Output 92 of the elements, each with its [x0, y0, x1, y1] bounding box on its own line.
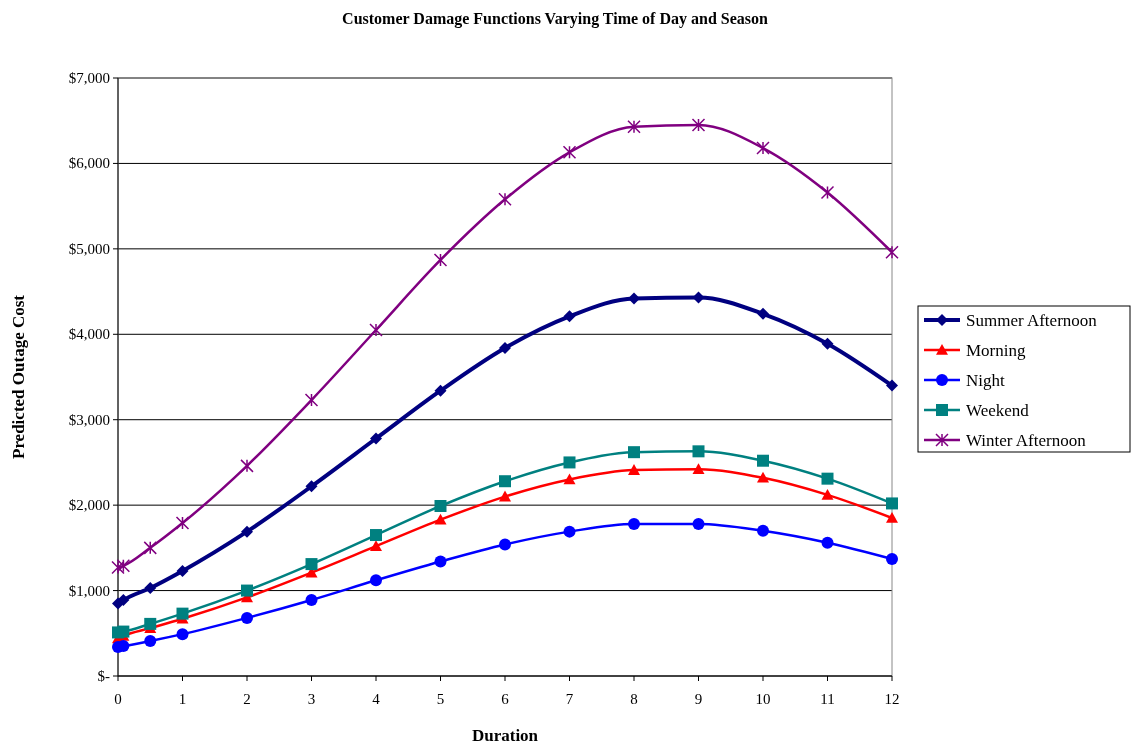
x-tick-label: 1 — [178, 691, 187, 707]
point — [241, 611, 253, 624]
point — [757, 307, 769, 320]
y-tick-label: $5,000 — [68, 240, 110, 257]
point — [370, 540, 382, 551]
point — [370, 574, 382, 587]
x-tick-label: 8 — [630, 691, 638, 707]
point — [756, 141, 770, 155]
chart-title: Customer Damage Functions Varying Time of Day and Season — [342, 10, 769, 28]
point — [757, 454, 769, 467]
point — [369, 323, 383, 337]
y-tick-label: $1,000 — [68, 582, 110, 599]
point — [692, 517, 705, 530]
point — [563, 473, 576, 485]
legend-label: Morning — [966, 341, 1026, 360]
x-tick-label: 12 — [884, 691, 900, 707]
point — [144, 634, 157, 647]
point — [305, 558, 318, 571]
point — [305, 593, 318, 606]
point — [692, 445, 705, 458]
point — [628, 292, 640, 305]
point — [499, 475, 511, 488]
point — [821, 536, 834, 549]
x-tick-label: 6 — [501, 691, 510, 707]
y-tick-label: $- — [97, 668, 110, 684]
point — [499, 538, 511, 551]
point — [144, 582, 157, 595]
x-tick-label: 9 — [694, 691, 703, 707]
point — [111, 560, 125, 575]
point — [628, 464, 640, 475]
x-tick-label: 10 — [755, 691, 771, 707]
point — [117, 625, 130, 638]
y-tick-label: $3,000 — [68, 411, 110, 428]
point — [498, 192, 512, 207]
point — [886, 552, 898, 565]
point — [176, 628, 189, 641]
x-tick-label: 2 — [243, 691, 251, 707]
point — [434, 513, 447, 525]
point — [692, 463, 705, 475]
point — [143, 541, 157, 555]
legend-label: Weekend — [966, 401, 1030, 420]
point — [305, 480, 318, 493]
point — [241, 584, 253, 597]
point — [433, 253, 448, 267]
point — [240, 459, 254, 473]
point — [757, 471, 769, 483]
point — [886, 379, 898, 392]
point — [175, 516, 190, 530]
x-tick-label: 0 — [114, 691, 122, 707]
point — [304, 393, 319, 407]
y-tick-label: $4,000 — [68, 326, 110, 343]
point — [821, 472, 834, 485]
point — [885, 245, 899, 260]
y-tick-label: $6,000 — [68, 155, 110, 172]
point — [757, 524, 769, 537]
x-tick-label: 4 — [372, 691, 381, 707]
legend-label: Summer Afternoon — [966, 311, 1098, 330]
point — [563, 456, 576, 469]
point — [499, 490, 511, 502]
point — [562, 145, 577, 160]
point — [370, 529, 382, 542]
point — [563, 310, 576, 323]
y-axis-title: Predicted Outage Cost — [9, 294, 28, 459]
point — [821, 337, 834, 350]
legend-label: Winter Afternoon — [966, 431, 1087, 450]
x-tick-label: 5 — [436, 691, 445, 707]
point — [886, 511, 898, 523]
x-axis-title: Duration — [471, 726, 539, 745]
point — [116, 559, 131, 573]
point — [434, 555, 447, 568]
point — [144, 617, 157, 630]
y-tick-label: $7,000 — [68, 70, 110, 86]
x-tick-label: 3 — [307, 691, 316, 707]
point — [563, 525, 576, 538]
point — [820, 185, 835, 200]
point — [370, 432, 382, 445]
point — [628, 446, 640, 459]
legend-label: Night — [966, 371, 1005, 390]
point — [821, 488, 834, 500]
point — [434, 500, 447, 512]
point — [241, 525, 253, 538]
x-tick-label: 7 — [565, 691, 574, 707]
point — [176, 564, 189, 577]
point — [434, 384, 447, 397]
point — [691, 118, 706, 132]
point — [176, 607, 189, 620]
x-tick-label: 11 — [820, 691, 835, 707]
point — [627, 119, 641, 134]
point — [628, 517, 640, 530]
point — [499, 341, 511, 354]
point — [886, 497, 898, 510]
y-tick-label: $2,000 — [68, 497, 110, 514]
